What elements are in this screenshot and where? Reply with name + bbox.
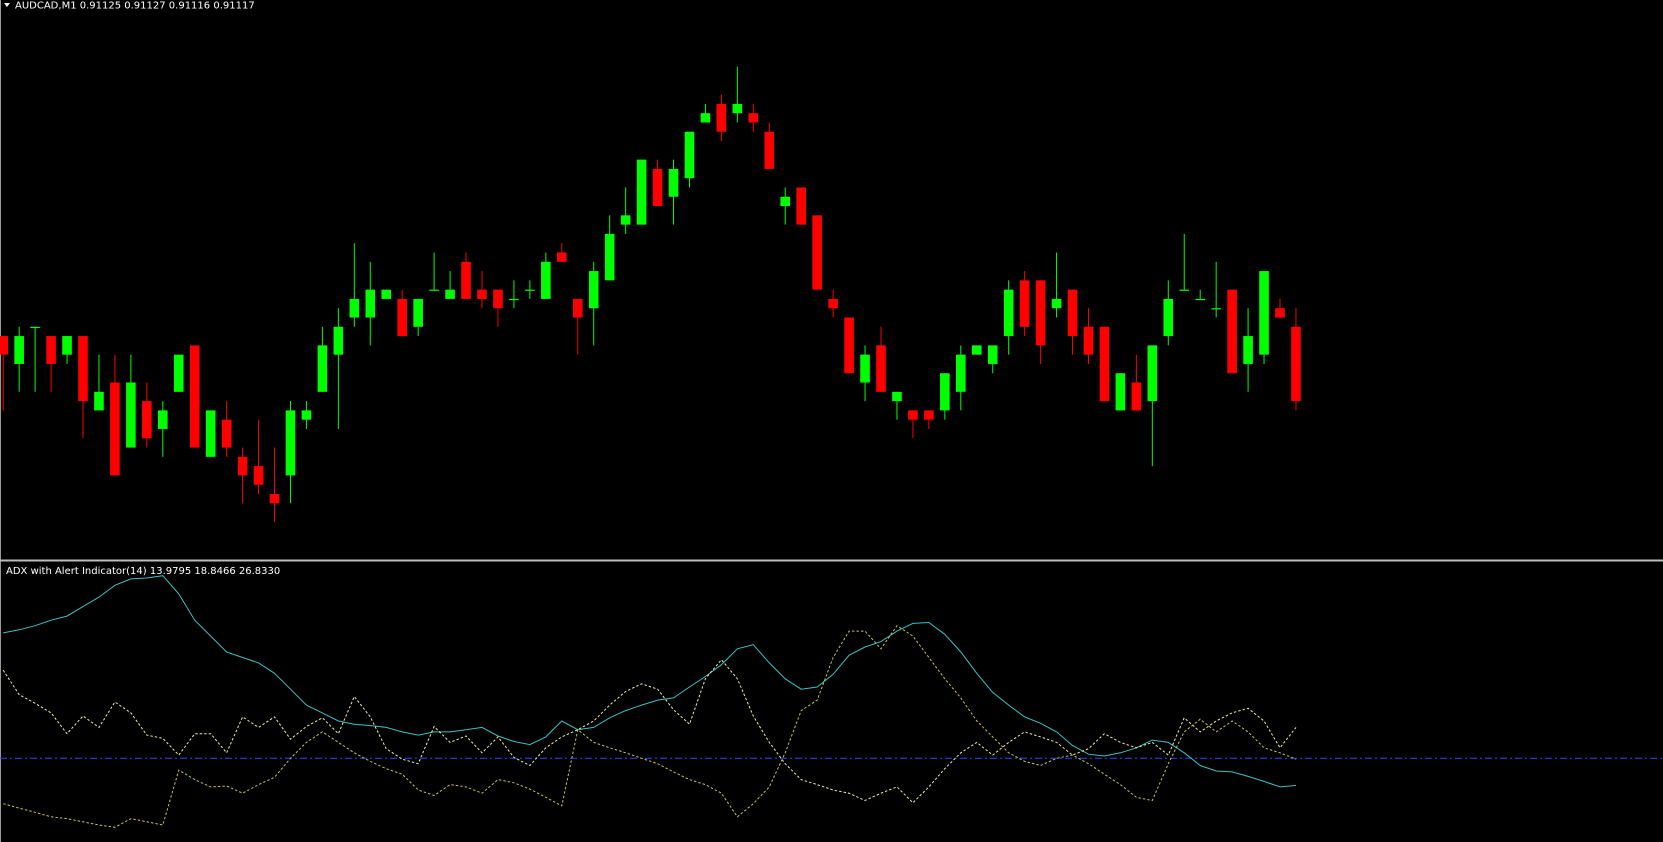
- candle-body: [429, 289, 439, 291]
- candle-body: [142, 401, 152, 439]
- candle-body: [684, 131, 695, 179]
- candle-body: [509, 298, 519, 301]
- candle-body: [413, 298, 423, 327]
- candle-body: [173, 354, 184, 392]
- candle-body: [221, 419, 232, 448]
- indicator-line: [3, 575, 1297, 788]
- indicator-pane-title: ADX with Alert Indicator(14) 13.9795 18.…: [6, 566, 280, 577]
- indicator-line: [2, 658, 1297, 804]
- candle-body: [844, 317, 854, 374]
- candle-body: [716, 103, 727, 132]
- candle-body: [908, 410, 918, 420]
- candle-body: [0, 336, 9, 355]
- candle-body: [668, 168, 679, 197]
- candle-body: [1083, 326, 1094, 355]
- candle-body: [1051, 298, 1062, 309]
- candle-body: [1259, 271, 1269, 355]
- candle-body: [764, 131, 775, 169]
- candle-body: [1211, 308, 1221, 310]
- candle-body: [1019, 280, 1030, 327]
- candle-body: [189, 345, 200, 448]
- main-pane-title: AUDCAD,M1 0.91125 0.91127 0.91116 0.9111…: [15, 1, 255, 12]
- candle-body: [620, 215, 631, 225]
- candle-body: [1035, 280, 1046, 346]
- candle-body: [46, 336, 56, 364]
- candle-body: [604, 233, 615, 281]
- candle-body: [301, 410, 312, 420]
- candle-body: [269, 493, 280, 504]
- candle-body: [14, 336, 24, 364]
- candle-body: [940, 373, 950, 411]
- candle-body: [971, 345, 982, 355]
- candle-body: [461, 261, 471, 299]
- candle-body: [110, 382, 120, 476]
- candle-body: [1179, 289, 1190, 291]
- candle-body: [828, 298, 838, 309]
- candle-body: [78, 336, 88, 402]
- candle-body: [237, 456, 248, 476]
- candle-body: [397, 298, 407, 337]
- candle-body: [1227, 289, 1237, 374]
- candle-body: [876, 345, 886, 392]
- indicator-line: [3, 625, 1297, 828]
- candle-body: [381, 289, 392, 299]
- candle-body: [126, 382, 136, 448]
- candle-body: [732, 103, 743, 114]
- candle-body: [652, 168, 663, 207]
- candle-body: [445, 289, 455, 299]
- candle-body: [1115, 373, 1126, 411]
- candle-body: [1099, 326, 1110, 402]
- candle-body: [493, 289, 503, 309]
- candle-body: [253, 466, 264, 485]
- candle-body: [62, 336, 72, 355]
- candle-body: [636, 159, 647, 225]
- candle-body: [1195, 298, 1205, 301]
- candle-body: [477, 289, 487, 299]
- candle-body: [956, 354, 966, 392]
- candle-body: [860, 354, 870, 383]
- candle-body: [796, 187, 806, 225]
- candle-body: [987, 345, 998, 364]
- candle-body: [1003, 289, 1014, 337]
- candle-body: [1163, 298, 1174, 337]
- candle-body: [30, 326, 40, 328]
- candle-body: [365, 289, 376, 318]
- candle-body: [1243, 336, 1253, 364]
- candle-body: [557, 252, 567, 262]
- candle-body: [525, 289, 535, 291]
- candle-body: [1131, 382, 1142, 411]
- candle-body: [317, 345, 328, 392]
- candle-body: [892, 391, 902, 402]
- candle-body: [748, 113, 759, 123]
- candle-body: [94, 391, 104, 411]
- candle-body: [158, 410, 168, 429]
- candle-body: [349, 298, 360, 318]
- candle-body: [924, 410, 934, 420]
- candle-body: [541, 261, 551, 299]
- candle-body: [572, 298, 583, 318]
- candle-body: [780, 196, 791, 207]
- menu-triangle[interactable]: [4, 3, 10, 7]
- candle-body: [205, 410, 216, 457]
- candle-body: [588, 271, 599, 309]
- candle-body: [333, 326, 344, 355]
- candle-body: [812, 215, 822, 290]
- candle-body: [1147, 345, 1158, 402]
- candle-body: [285, 410, 296, 476]
- candle-body: [700, 113, 711, 123]
- candle-body: [1067, 289, 1078, 337]
- candle-body: [1291, 326, 1301, 402]
- candle-body: [1275, 308, 1285, 318]
